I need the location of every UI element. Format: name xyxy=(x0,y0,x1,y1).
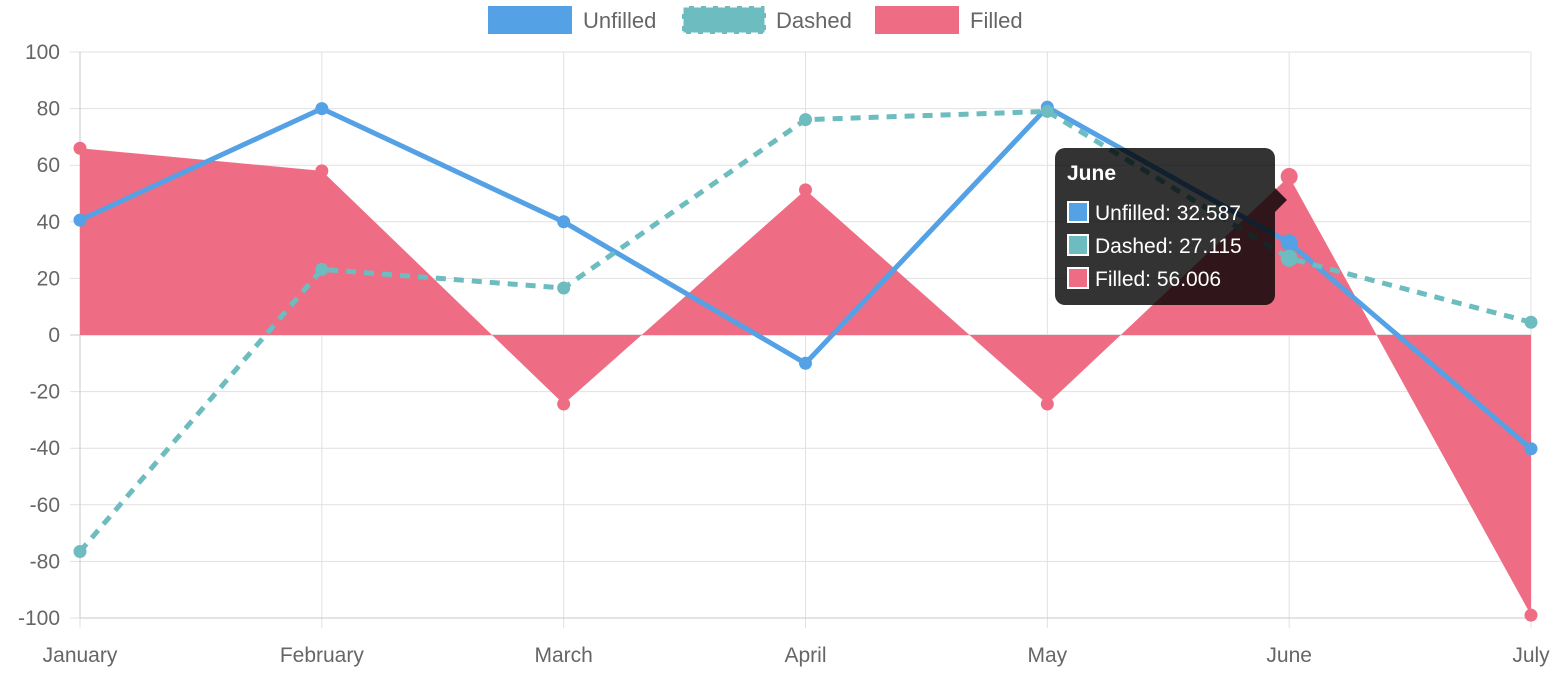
series-filled-point[interactable] xyxy=(315,164,329,178)
series-unfilled-point[interactable] xyxy=(557,215,571,229)
x-tick-label: June xyxy=(1266,644,1312,667)
legend-swatch-filled[interactable] xyxy=(875,6,959,34)
tooltip-swatch-filled xyxy=(1069,269,1087,287)
series-filled-area xyxy=(80,148,1531,616)
legend-swatch-dashed[interactable] xyxy=(680,4,768,36)
y-tick-label: -80 xyxy=(30,550,60,573)
tooltip-swatch-dashed xyxy=(1069,236,1087,254)
series-dashed-point[interactable] xyxy=(73,544,87,558)
x-tick-label: January xyxy=(43,644,118,667)
tooltip-box xyxy=(1055,148,1275,305)
series-filled-point[interactable] xyxy=(73,141,87,155)
series-filled-point[interactable] xyxy=(799,183,812,197)
series-dashed-point[interactable] xyxy=(1040,104,1054,118)
legend-label-unfilled[interactable]: Unfilled xyxy=(583,8,656,33)
series-unfilled-point[interactable] xyxy=(1280,234,1298,252)
tooltip-caret xyxy=(1275,188,1287,212)
y-tick-label: 60 xyxy=(37,154,60,177)
series-dashed-point[interactable] xyxy=(315,262,329,276)
y-tick-label: -100 xyxy=(18,607,60,630)
y-tick-label: -60 xyxy=(30,494,60,517)
y-tick-label: 80 xyxy=(37,98,60,121)
legend-swatch-unfilled[interactable] xyxy=(488,6,572,34)
series-filled-point[interactable] xyxy=(1524,608,1538,622)
y-tick-label: 40 xyxy=(37,211,60,234)
x-tick-label: July xyxy=(1512,644,1550,667)
y-tick-label: -20 xyxy=(30,381,60,404)
x-tick-label: April xyxy=(784,644,826,667)
series-unfilled-point[interactable] xyxy=(315,102,329,116)
series-dashed-point[interactable] xyxy=(1280,249,1298,267)
series-filled-point[interactable] xyxy=(1040,397,1054,411)
y-tick-label: -40 xyxy=(30,437,60,460)
series-unfilled-point[interactable] xyxy=(1524,442,1538,456)
x-tick-label: May xyxy=(1027,644,1067,667)
legend-label-dashed[interactable]: Dashed xyxy=(776,8,852,33)
x-tick-label: March xyxy=(534,644,592,667)
tooltip-line-dashed: Dashed: 27.115 xyxy=(1095,235,1242,258)
series-unfilled-point[interactable] xyxy=(73,213,87,227)
tooltip-line-filled: Filled: 56.006 xyxy=(1095,268,1221,291)
series-dashed-point[interactable] xyxy=(557,281,571,295)
tooltip-title: June xyxy=(1067,162,1116,185)
series-dashed-point[interactable] xyxy=(1524,315,1538,329)
legend-label-filled[interactable]: Filled xyxy=(970,8,1023,33)
series-unfilled-point[interactable] xyxy=(799,356,812,370)
y-tick-label: 100 xyxy=(25,41,60,64)
series-filled-point[interactable] xyxy=(557,397,571,411)
x-tick-label: February xyxy=(280,644,365,667)
series-dashed-point[interactable] xyxy=(799,113,812,127)
y-tick-label: 0 xyxy=(48,324,60,347)
tooltip-line-unfilled: Unfilled: 32.587 xyxy=(1095,202,1241,225)
series-filled-point[interactable] xyxy=(1280,168,1298,186)
y-tick-label: 20 xyxy=(37,267,60,290)
tooltip-swatch-unfilled xyxy=(1069,203,1087,221)
